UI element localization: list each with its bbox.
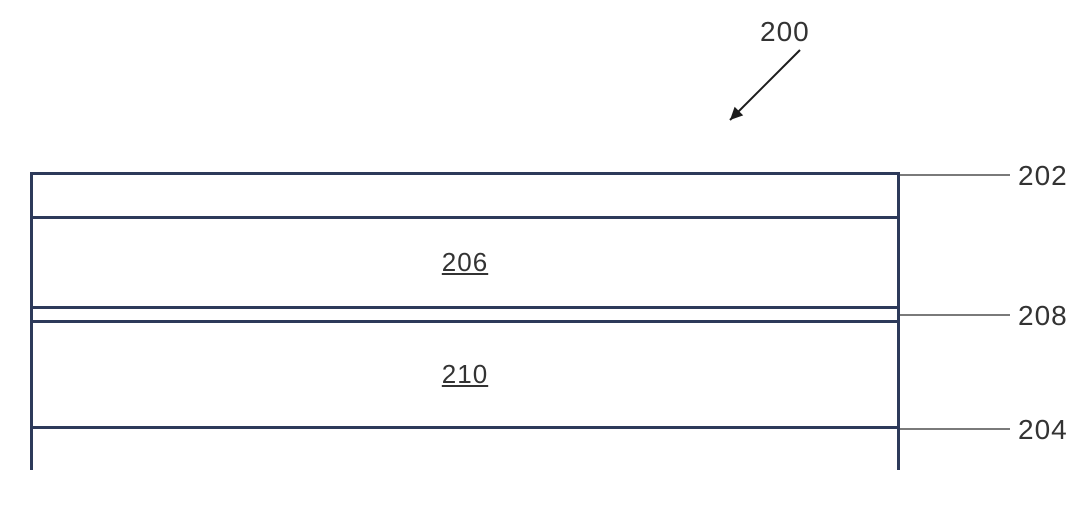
layer-204 xyxy=(33,429,897,473)
callout-label-204: 204 xyxy=(1018,414,1068,446)
layer-202 xyxy=(33,175,897,219)
callout-label-208: 208 xyxy=(1018,300,1068,332)
leader-208 xyxy=(900,314,1010,316)
diagram-canvas: 206210 200202208204 xyxy=(0,0,1088,512)
layer-label-206: 206 xyxy=(442,247,488,278)
layer-208 xyxy=(33,309,897,323)
layer-label-210: 210 xyxy=(442,359,488,390)
leader-202 xyxy=(900,174,1010,176)
callout-label-202: 202 xyxy=(1018,160,1068,192)
leader-204 xyxy=(900,428,1010,430)
pointer-arrow-200 xyxy=(716,36,814,134)
